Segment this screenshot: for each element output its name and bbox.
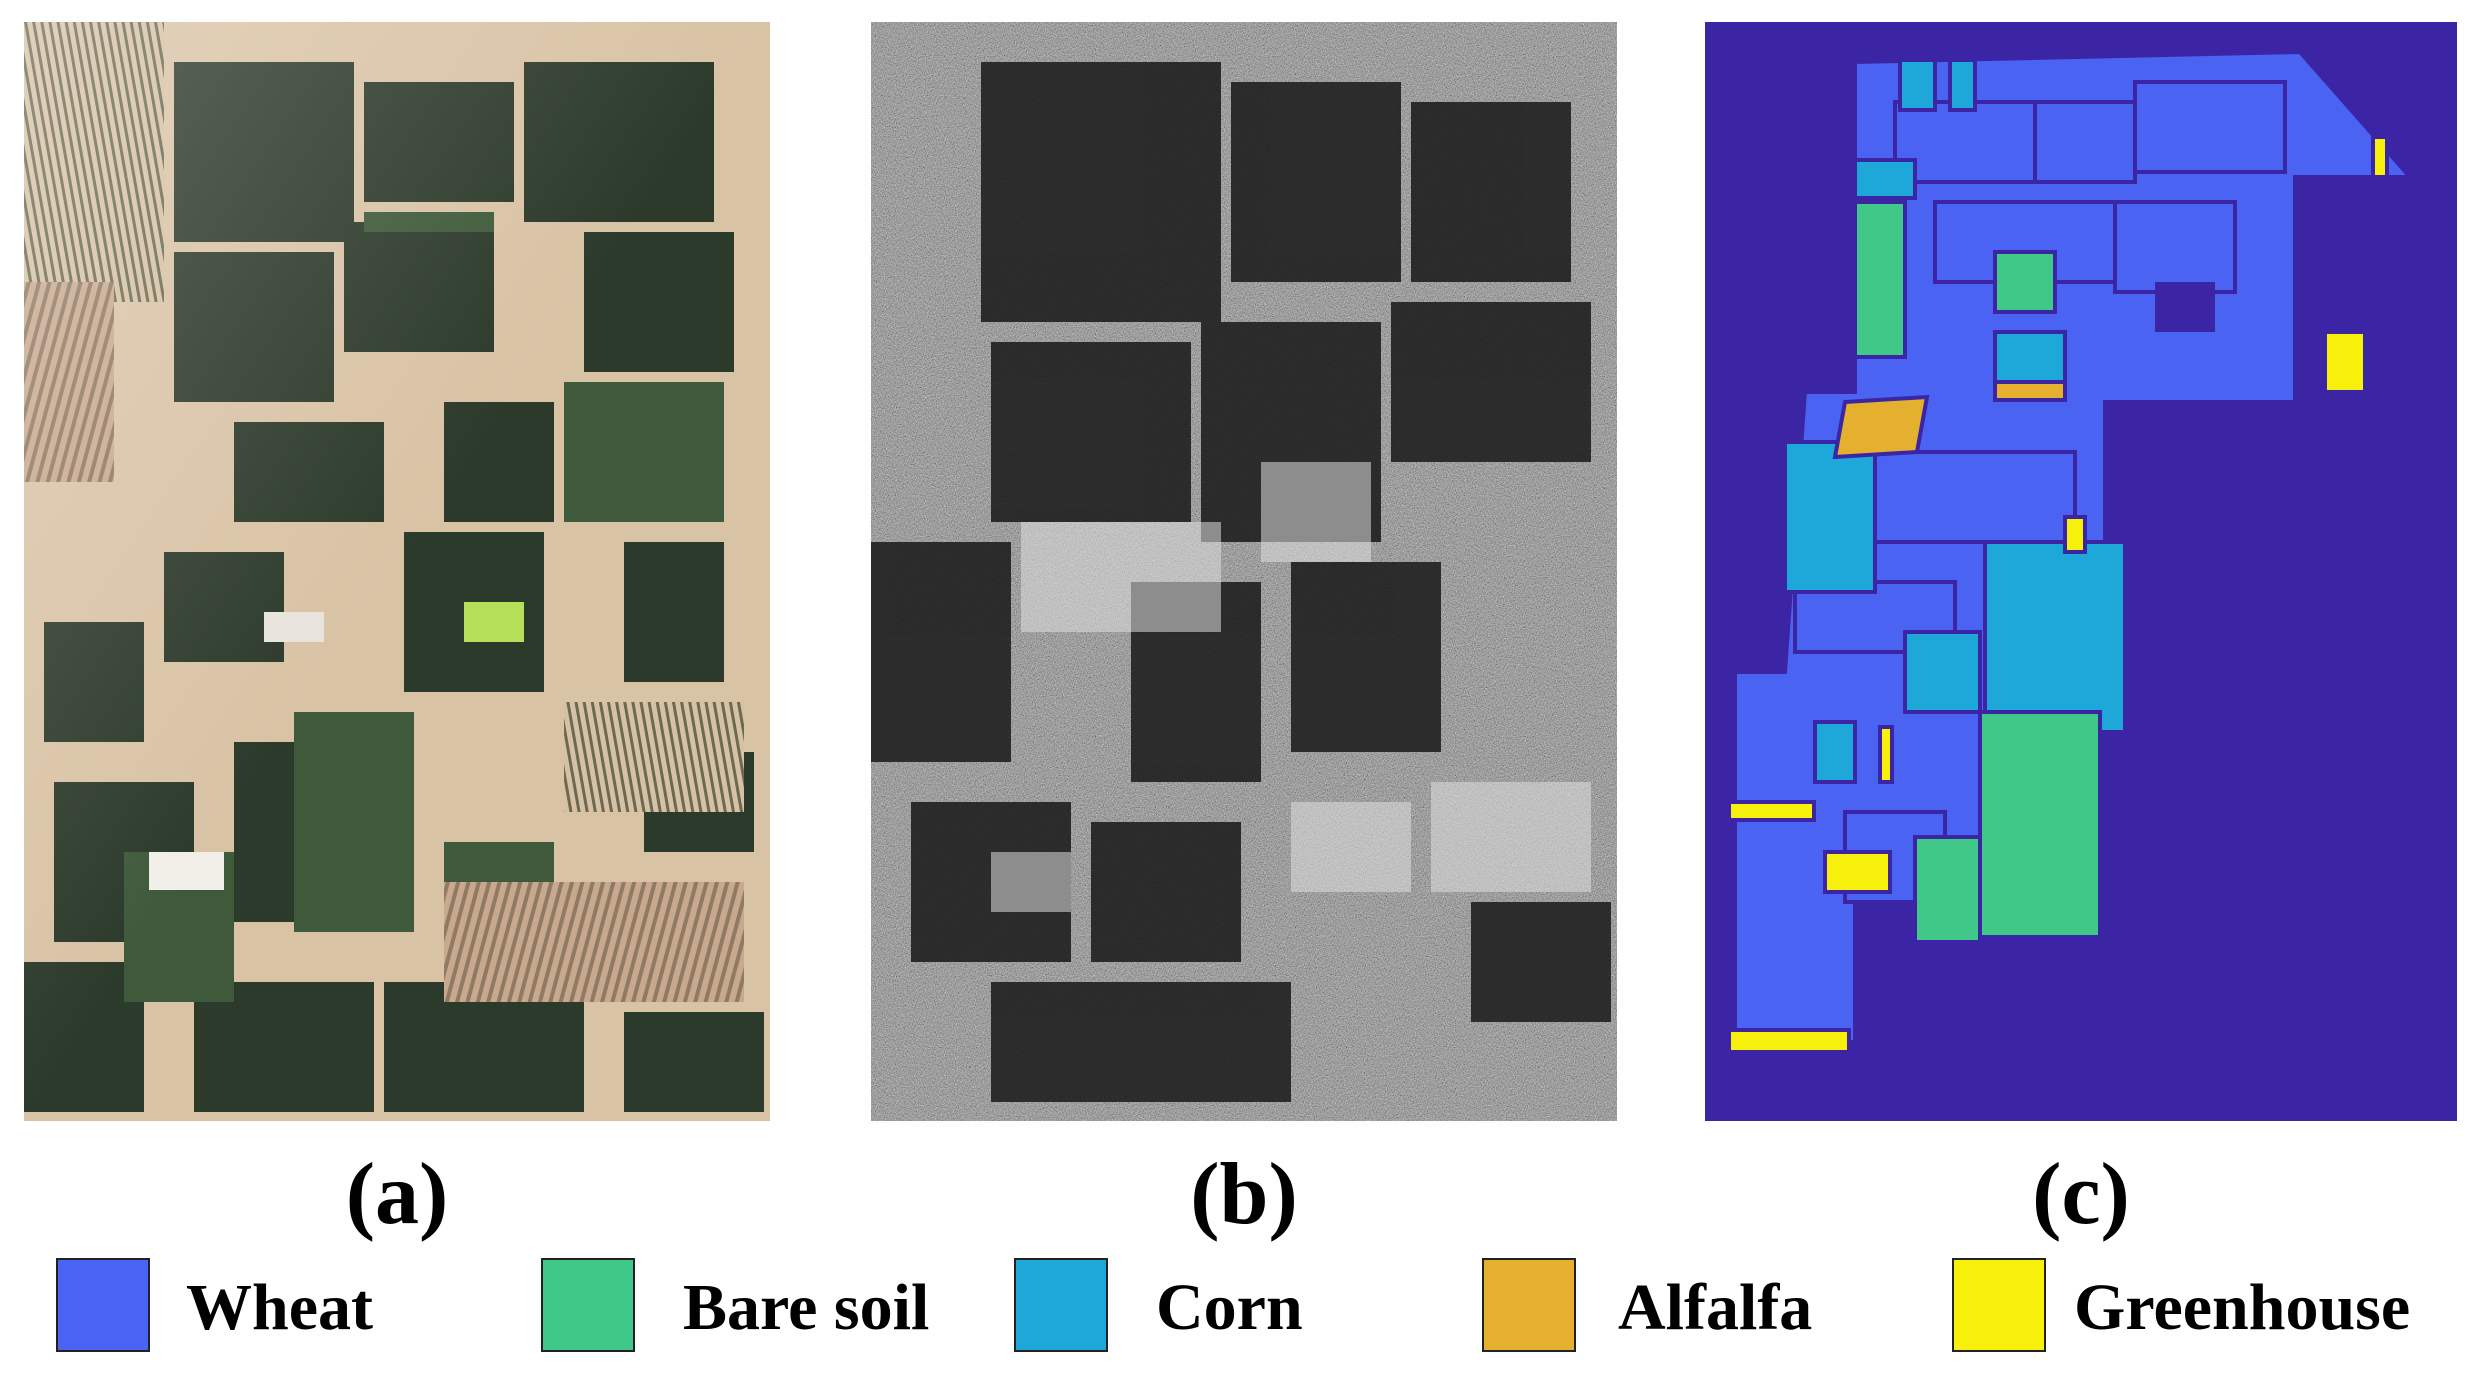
sar-image-panel bbox=[871, 22, 1617, 1121]
legend-label-bare-soil: Bare soil bbox=[683, 1271, 930, 1344]
legend-label-corn: Corn bbox=[1156, 1271, 1303, 1344]
ground-truth-map bbox=[1705, 22, 2457, 1121]
caption-c: (c) bbox=[2032, 1146, 2130, 1243]
ground-truth-map-panel bbox=[1705, 22, 2457, 1121]
legend-label-wheat: Wheat bbox=[186, 1271, 373, 1344]
caption-b: (b) bbox=[1190, 1146, 1298, 1243]
legend-label-alfalfa: Alfalfa bbox=[1618, 1271, 1813, 1344]
legend-swatch-bare-soil bbox=[541, 1258, 635, 1352]
caption-a: (a) bbox=[345, 1146, 449, 1243]
legend: Wheat Bare soil Corn Alfalfa Greenhouse bbox=[56, 1258, 2456, 1358]
legend-swatch-corn bbox=[1014, 1258, 1108, 1352]
legend-swatch-alfalfa bbox=[1482, 1258, 1576, 1352]
sar-image bbox=[871, 22, 1617, 1121]
legend-label-greenhouse: Greenhouse bbox=[2074, 1271, 2411, 1344]
optical-image-panel bbox=[24, 22, 770, 1121]
legend-swatch-wheat bbox=[56, 1258, 150, 1352]
optical-satellite-image bbox=[24, 22, 770, 1121]
legend-swatch-greenhouse bbox=[1952, 1258, 2046, 1352]
